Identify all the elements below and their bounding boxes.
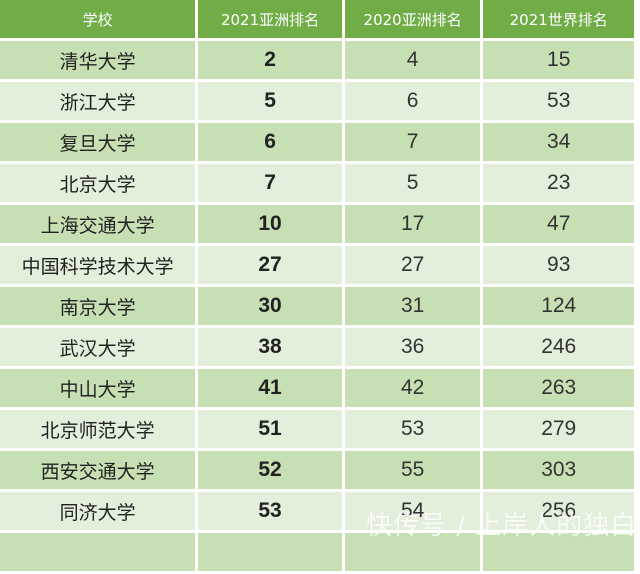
asia-rank-2021: 5 — [198, 82, 342, 120]
header-world-2021: 2021世界排名 — [483, 0, 634, 38]
asia-rank-2021: 41 — [198, 369, 342, 407]
asia-rank-2021: 53 — [198, 492, 342, 530]
asia-rank-2021: 10 — [198, 205, 342, 243]
school-name: 浙江大学 — [0, 82, 196, 120]
asia-rank-2020: 31 — [344, 287, 481, 325]
asia-rank-2021: 30 — [198, 287, 342, 325]
school-name: 西安交通大学 — [0, 451, 196, 489]
table-row: 中山大学 41 42 263 — [0, 369, 634, 407]
watermark: 快传号 / 上岸人的独白 — [366, 511, 638, 541]
school-name: 南京大学 — [0, 287, 196, 325]
asia-rank-2021: 2 — [198, 41, 342, 79]
header-asia-2020: 2020亚洲排名 — [344, 0, 481, 38]
world-rank-2021: 47 — [483, 205, 634, 243]
asia-rank-2020: 27 — [344, 246, 481, 284]
asia-rank-2021: 51 — [198, 410, 342, 448]
table-row: 同济大学 53 54 256 — [0, 492, 634, 530]
world-rank-2021: 34 — [483, 123, 634, 161]
school-name: 清华大学 — [0, 41, 196, 79]
asia-rank-2021: 27 — [198, 246, 342, 284]
asia-rank-2020: 5 — [344, 164, 481, 202]
school-name: 复旦大学 — [0, 123, 196, 161]
table-row: 复旦大学 6 7 34 — [0, 123, 634, 161]
asia-rank-2020: 6 — [344, 82, 481, 120]
school-name: 北京大学 — [0, 164, 196, 202]
asia-rank-2020: 7 — [344, 123, 481, 161]
school-name: 中山大学 — [0, 369, 196, 407]
world-rank-2021: 53 — [483, 82, 634, 120]
world-rank-2021: 124 — [483, 287, 634, 325]
world-rank-2021: 256 — [483, 492, 634, 530]
world-rank-2021: 303 — [483, 451, 634, 489]
asia-rank-2020: 42 — [344, 369, 481, 407]
table-row: 中国科学技术大学 27 27 93 — [0, 246, 634, 284]
world-rank-2021: 93 — [483, 246, 634, 284]
header-school: 学校 — [0, 0, 196, 38]
asia-rank-2021: 38 — [198, 328, 342, 366]
table-row: 上海交通大学 10 17 47 — [0, 205, 634, 243]
school-name: 中国科学技术大学 — [0, 246, 196, 284]
asia-rank-2020: 55 — [344, 451, 481, 489]
world-rank-2021: 279 — [483, 410, 634, 448]
table-row: 清华大学 2 4 15 — [0, 41, 634, 79]
school-name: 同济大学 — [0, 492, 196, 530]
table-row: 浙江大学 5 6 53 — [0, 82, 634, 120]
asia-rank-2021: 52 — [198, 451, 342, 489]
school-name: 北京师范大学 — [0, 410, 196, 448]
asia-rank-2021: 7 — [198, 164, 342, 202]
world-rank-2021: 23 — [483, 164, 634, 202]
world-rank-2021: 15 — [483, 41, 634, 79]
world-rank-2021: 263 — [483, 369, 634, 407]
header-row: 学校 2021亚洲排名 2020亚洲排名 2021世界排名 — [0, 0, 634, 38]
asia-rank-2020: 17 — [344, 205, 481, 243]
table-row: 武汉大学 38 36 246 — [0, 328, 634, 366]
asia-rank-2020: 53 — [344, 410, 481, 448]
table-row: 北京师范大学 51 53 279 — [0, 410, 634, 448]
table-row: 西安交通大学 52 55 303 — [0, 451, 634, 489]
table-row: 南京大学 30 31 124 — [0, 287, 634, 325]
asia-rank-2020: 4 — [344, 41, 481, 79]
asia-rank-2020: 36 — [344, 328, 481, 366]
asia-rank-2021: 6 — [198, 123, 342, 161]
header-asia-2021: 2021亚洲排名 — [198, 0, 342, 38]
school-name: 上海交通大学 — [0, 205, 196, 243]
table-row: 北京大学 7 5 23 — [0, 164, 634, 202]
school-name: 武汉大学 — [0, 328, 196, 366]
asia-rank-2020: 54 — [344, 492, 481, 530]
world-rank-2021: 246 — [483, 328, 634, 366]
